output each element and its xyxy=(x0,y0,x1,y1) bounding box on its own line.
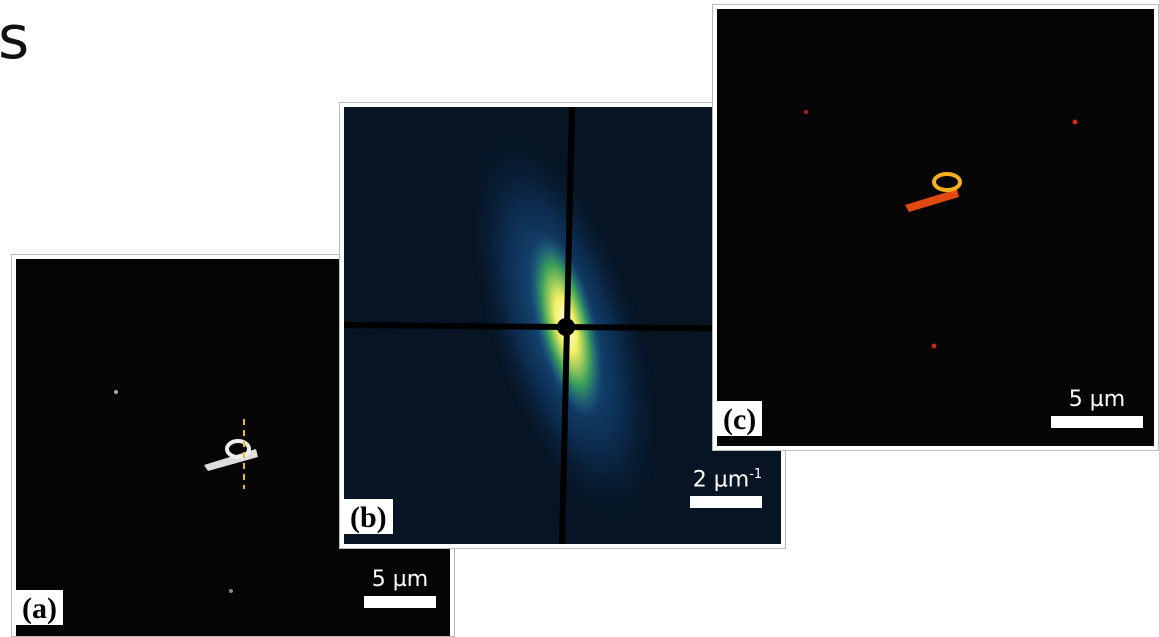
image-background xyxy=(717,9,1154,446)
panel-c-image xyxy=(717,9,1154,446)
panel-label: (a) xyxy=(16,590,63,625)
dot xyxy=(932,344,937,349)
scale-bar: 5 µm xyxy=(364,567,436,608)
dot xyxy=(229,589,233,593)
dot xyxy=(114,390,118,394)
header-fragment: s xyxy=(0,8,29,68)
dot xyxy=(804,110,808,114)
scale-bar-text: 5 µm xyxy=(372,567,428,592)
scale-bar-exponent: -1 xyxy=(749,467,762,482)
scale-bar-text: 5 µm xyxy=(1069,387,1125,412)
scale-bar-line xyxy=(364,596,436,608)
panel-c: (c) 5 µm xyxy=(712,4,1159,451)
scale-bar-text: 2 µm xyxy=(693,467,749,492)
page: s (a) 5 µm (b) 2 µm-1 xyxy=(0,0,1159,637)
dot xyxy=(1073,120,1078,125)
scale-bar-line xyxy=(1051,416,1143,428)
panel-label: (c) xyxy=(717,401,762,436)
beamstop-center xyxy=(557,318,575,336)
scale-bar: 5 µm xyxy=(1051,387,1143,428)
scale-bar-line xyxy=(690,496,762,508)
panel-label: (b) xyxy=(344,499,393,534)
scale-bar: 2 µm-1 xyxy=(680,467,775,508)
